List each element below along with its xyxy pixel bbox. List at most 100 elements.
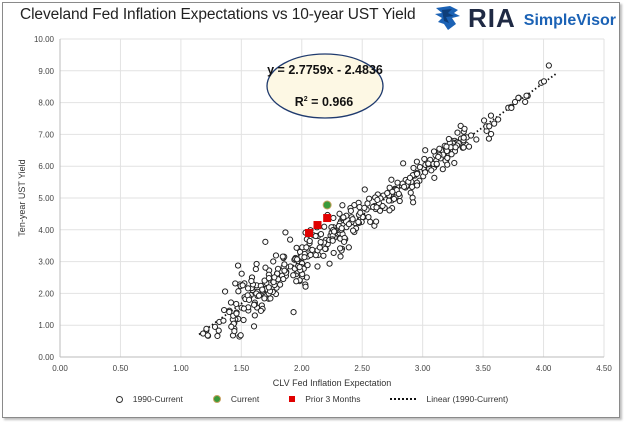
data-point	[220, 306, 228, 314]
data-point	[491, 120, 498, 127]
data-point	[265, 275, 273, 282]
data-point	[460, 144, 467, 151]
data-point	[444, 161, 451, 168]
data-point	[255, 292, 263, 299]
data-point	[317, 231, 325, 238]
data-point	[436, 145, 443, 152]
data-point	[407, 189, 414, 196]
data-point	[281, 267, 288, 274]
x-tick-label: 3.50	[475, 364, 491, 373]
y-tick-label: 10.00	[34, 35, 55, 44]
data-point	[487, 112, 495, 119]
data-point	[511, 98, 519, 106]
data-point	[396, 197, 403, 205]
data-point	[239, 282, 246, 289]
data-point	[322, 245, 329, 252]
data-point	[280, 275, 287, 283]
data-point	[211, 323, 219, 330]
data-point	[237, 332, 244, 339]
y-tick-label: 7.00	[38, 130, 54, 139]
y-tick-label: 9.00	[38, 67, 54, 76]
data-point	[413, 170, 421, 177]
data-point	[523, 92, 530, 99]
data-point	[244, 285, 252, 292]
y-axis-label: Ten-year UST Yield	[17, 159, 27, 236]
data-point	[320, 252, 327, 259]
data-point	[443, 143, 450, 150]
data-point	[473, 136, 480, 143]
data-point	[366, 195, 373, 202]
dotted-line-icon	[390, 398, 417, 400]
data-point	[312, 252, 319, 259]
data-point	[373, 218, 380, 225]
y-tick-label: 6.00	[38, 162, 54, 171]
data-point	[220, 317, 227, 324]
legend-item-1990-current: 1990-Current	[115, 394, 183, 404]
data-point	[309, 246, 316, 253]
data-point	[428, 167, 435, 174]
data-point	[400, 160, 407, 167]
chart-title: Cleveland Fed Inflation Expectations vs …	[20, 6, 416, 23]
data-point	[227, 299, 235, 306]
data-point	[330, 214, 337, 222]
prior-3-months-point	[313, 221, 322, 230]
data-point	[330, 249, 337, 257]
data-point	[425, 160, 432, 167]
legend-item-prior-3-months: Prior 3 Months	[289, 394, 360, 404]
data-point	[238, 270, 245, 277]
x-tick-label: 0.00	[52, 364, 68, 373]
equation-annotation: y = 2.7759x - 2.4836 R2 = 0.966	[266, 53, 384, 119]
data-point	[265, 284, 272, 291]
data-point	[347, 207, 354, 214]
prior-3-months-point	[305, 228, 314, 237]
x-tick-label: 2.50	[354, 364, 370, 373]
data-point	[251, 312, 258, 319]
data-point	[495, 116, 502, 123]
data-point	[386, 207, 393, 214]
data-point	[374, 196, 381, 203]
legend-item-linear: Linear (1990-Current)	[390, 394, 508, 404]
data-point	[430, 148, 438, 155]
data-point	[487, 130, 495, 138]
data-point	[435, 153, 442, 160]
data-point	[388, 176, 395, 183]
data-point	[252, 265, 259, 273]
data-point	[240, 316, 247, 324]
scatter-points	[200, 62, 552, 340]
data-point	[416, 164, 424, 171]
data-point	[326, 260, 333, 267]
data-point	[340, 214, 347, 221]
data-point	[480, 117, 488, 124]
data-point	[345, 244, 352, 251]
x-tick-label: 3.00	[415, 364, 431, 373]
data-point	[433, 160, 440, 167]
data-point	[233, 300, 240, 308]
data-point	[385, 197, 393, 204]
data-point	[250, 323, 258, 330]
r-squared: R2 = 0.966	[295, 95, 354, 109]
data-point	[262, 238, 269, 245]
data-point	[287, 236, 294, 243]
data-point	[465, 143, 473, 150]
data-point	[540, 78, 548, 85]
data-point	[365, 213, 372, 221]
data-point	[452, 144, 459, 151]
data-point	[296, 263, 303, 271]
data-point	[233, 310, 240, 317]
data-point	[261, 295, 268, 302]
data-point	[221, 288, 229, 295]
data-point	[316, 244, 323, 251]
data-point	[228, 323, 235, 330]
data-point	[253, 260, 260, 268]
y-tick-label: 3.00	[38, 258, 54, 267]
data-point	[439, 166, 446, 173]
data-point	[272, 252, 280, 259]
data-point	[338, 225, 345, 232]
red-square-marker-icon	[289, 396, 296, 402]
data-point	[454, 129, 461, 136]
data-point	[410, 164, 417, 172]
data-point	[515, 94, 522, 101]
data-point	[508, 104, 515, 111]
data-point	[304, 262, 311, 269]
